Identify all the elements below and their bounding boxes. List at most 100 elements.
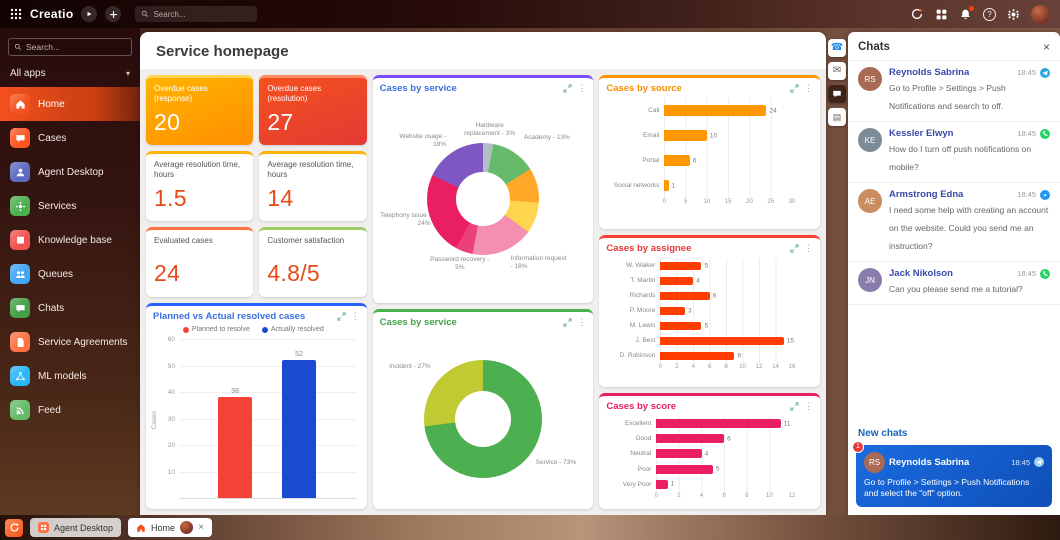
chat-time: 18:45 — [1011, 457, 1030, 467]
kpi-label: Evaluated cases — [154, 236, 213, 245]
sidebar-item-feed[interactable]: Feed — [0, 393, 140, 427]
expand-icon[interactable] — [790, 402, 799, 411]
cases-by-service-donut: Hardware replacement - 3% Academy - 13% In… — [373, 95, 594, 303]
sidebar-item-label: Cases — [38, 132, 67, 144]
sidebar-item-knowledge-base[interactable]: Knowledge base — [0, 223, 140, 257]
sync-swirl-icon[interactable] — [910, 7, 924, 21]
sidebar-search[interactable] — [8, 38, 132, 56]
user-avatar[interactable] — [1031, 4, 1050, 24]
planned-vs-actual-card: Planned vs Actual resolved cases ⋮ Plann… — [146, 303, 367, 509]
kebab-menu-icon[interactable]: ⋮ — [804, 401, 814, 411]
bar-row: Portal 6 — [599, 148, 816, 173]
taskbar-tab-label: Home — [151, 522, 176, 533]
kebab-menu-icon[interactable]: ⋮ — [577, 83, 587, 93]
cases-by-service-type-donut: Service - 73% Incident - 27% — [373, 329, 594, 509]
bar-row: Very Poor 1 — [599, 476, 816, 492]
settings-gear-icon[interactable] — [1007, 8, 1020, 21]
app-launcher-grid-icon[interactable] — [10, 8, 22, 20]
global-search-input[interactable] — [153, 9, 244, 19]
chat-list-item[interactable]: RS Reynolds Sabrina 18:45 Go to Profile … — [848, 60, 1060, 121]
taskbar-tab-agent-desktop[interactable]: Agent Desktop — [30, 518, 122, 537]
taskbar-tab-home[interactable]: Home × — [128, 518, 212, 537]
chat-list-spacer — [848, 304, 1060, 424]
kebab-menu-icon[interactable]: ⋮ — [577, 317, 587, 327]
chat-time: 18:45 — [1017, 68, 1036, 77]
run-process-button[interactable] — [81, 6, 98, 22]
workspaces-grid-icon[interactable] — [935, 8, 948, 21]
chat-contact-name[interactable]: Reynolds Sabrina — [889, 456, 970, 468]
kpi-customer-satisfaction: Customer satisfaction 4.8/5 — [259, 227, 367, 297]
expand-icon[interactable] — [563, 84, 572, 93]
sidebar-item-chats[interactable]: Chats — [0, 291, 140, 325]
notifications-bell-icon[interactable] — [959, 5, 974, 21]
expand-icon[interactable] — [337, 312, 346, 321]
y-axis: 10 20 30 40 50 60 — [167, 336, 175, 476]
dashboard-column-1: Overdue cases (response) 20 Overdue case… — [146, 75, 367, 509]
kebab-menu-icon[interactable]: ⋮ — [804, 83, 814, 93]
close-icon[interactable]: × — [198, 521, 204, 533]
sidebar-item-label: Home — [38, 98, 65, 110]
sidebar-item-label: Service Agreements — [38, 336, 128, 348]
creatio-taskbar-icon[interactable] — [5, 518, 23, 537]
sidebar-item-home[interactable]: Home — [0, 87, 140, 121]
sidebar-item-queues[interactable]: Queues — [0, 257, 140, 291]
chat-list-item[interactable]: JN Jack Nikolson 18:45 Can you please se… — [848, 261, 1060, 304]
sidebar-item-cases[interactable]: Cases — [0, 121, 140, 155]
add-button[interactable] — [105, 6, 122, 22]
calls-button[interactable]: ☎ — [828, 39, 846, 57]
expand-icon[interactable] — [790, 244, 799, 253]
bar-row: Poor 5 — [599, 461, 816, 477]
sidebar-item-agent-desktop[interactable]: Agent Desktop — [0, 155, 140, 189]
chat-list-item[interactable]: KE Kessler Elwyn 18:45 How do I turn off… — [848, 121, 1060, 182]
donut-segment-label: Information request - 18% — [510, 255, 567, 270]
sidebar-search-input[interactable] — [26, 42, 126, 52]
chat-time: 18:45 — [1017, 190, 1036, 199]
cases-by-assignee-chart: W. Walker 5 T. Martin 4 Richards 6 P. Moore 3 M.… — [599, 255, 820, 387]
kpi-value: 20 — [154, 109, 181, 135]
sidebar-item-service-agreements[interactable]: Service Agreements — [0, 325, 140, 359]
chat-contact-name[interactable]: Armstrong Edna — [889, 189, 964, 200]
sidebar: All apps ▾ Home Cases Agent Desktop Serv… — [0, 28, 140, 515]
dashboard-column-2: Cases by service ⋮ Hardware replacement … — [372, 75, 594, 509]
chat-contact-name[interactable]: Kessler Elwyn — [889, 128, 954, 139]
bar — [282, 360, 317, 498]
donut-segment-label: Incident - 27% — [389, 363, 431, 371]
sidebar-item-services[interactable]: Services — [0, 189, 140, 223]
workspace: All apps ▾ Home Cases Agent Desktop Serv… — [0, 28, 1060, 515]
help-icon[interactable]: ? — [983, 7, 996, 21]
feed-journal-button[interactable]: ▤ — [828, 108, 846, 126]
donut-segment-label: Password recovery - 5% — [430, 255, 490, 271]
kpi-value: 1.5 — [154, 185, 187, 211]
bar-row: T. Martin 4 — [599, 273, 816, 288]
close-icon[interactable]: × — [1042, 40, 1050, 54]
workspace-selector[interactable]: All apps ▾ — [0, 62, 140, 87]
expand-icon[interactable] — [790, 84, 799, 93]
kpi-label: Average resolution time, hours — [267, 160, 354, 179]
bar — [218, 397, 253, 498]
expand-icon[interactable] — [563, 318, 572, 327]
chat-list-item[interactable]: AE Armstrong Edna 18:45 I need some help… — [848, 182, 1060, 261]
kebab-menu-icon[interactable]: ⋮ — [350, 311, 360, 321]
chat-time: 18:45 — [1017, 269, 1036, 278]
telegram-icon — [1040, 67, 1050, 78]
chat-contact-name[interactable]: Jack Nikolson — [889, 268, 953, 279]
avatar: JN — [858, 268, 882, 292]
emails-button[interactable]: ✉ — [828, 62, 846, 80]
kpi-value: 27 — [267, 109, 294, 135]
bar-row: Excellent 11 — [599, 416, 816, 432]
new-chat-card[interactable]: 1 RS Reynolds Sabrina 18:45 Go to Profil… — [852, 440, 1052, 507]
card-title: Cases by assignee — [606, 243, 692, 254]
sidebar-item-ml-models[interactable]: ML models — [0, 359, 140, 393]
donut-segment-label: Website usage - 18% — [399, 132, 447, 148]
kpi-label: Customer satisfaction — [267, 236, 345, 245]
kebab-menu-icon[interactable]: ⋮ — [804, 243, 814, 253]
donut-segment-label: Telephony issue - 24% — [380, 212, 431, 228]
sidebar-item-label: Services — [38, 200, 77, 212]
avatar: AE — [858, 189, 882, 213]
bar-row: Good 6 — [599, 431, 816, 447]
chat-contact-name[interactable]: Reynolds Sabrina — [889, 67, 970, 78]
chart-legend: Planned to resolve Actually resolved — [150, 323, 357, 339]
messenger-icon — [1040, 189, 1050, 200]
global-search[interactable] — [135, 6, 258, 22]
chats-button[interactable] — [828, 85, 846, 103]
